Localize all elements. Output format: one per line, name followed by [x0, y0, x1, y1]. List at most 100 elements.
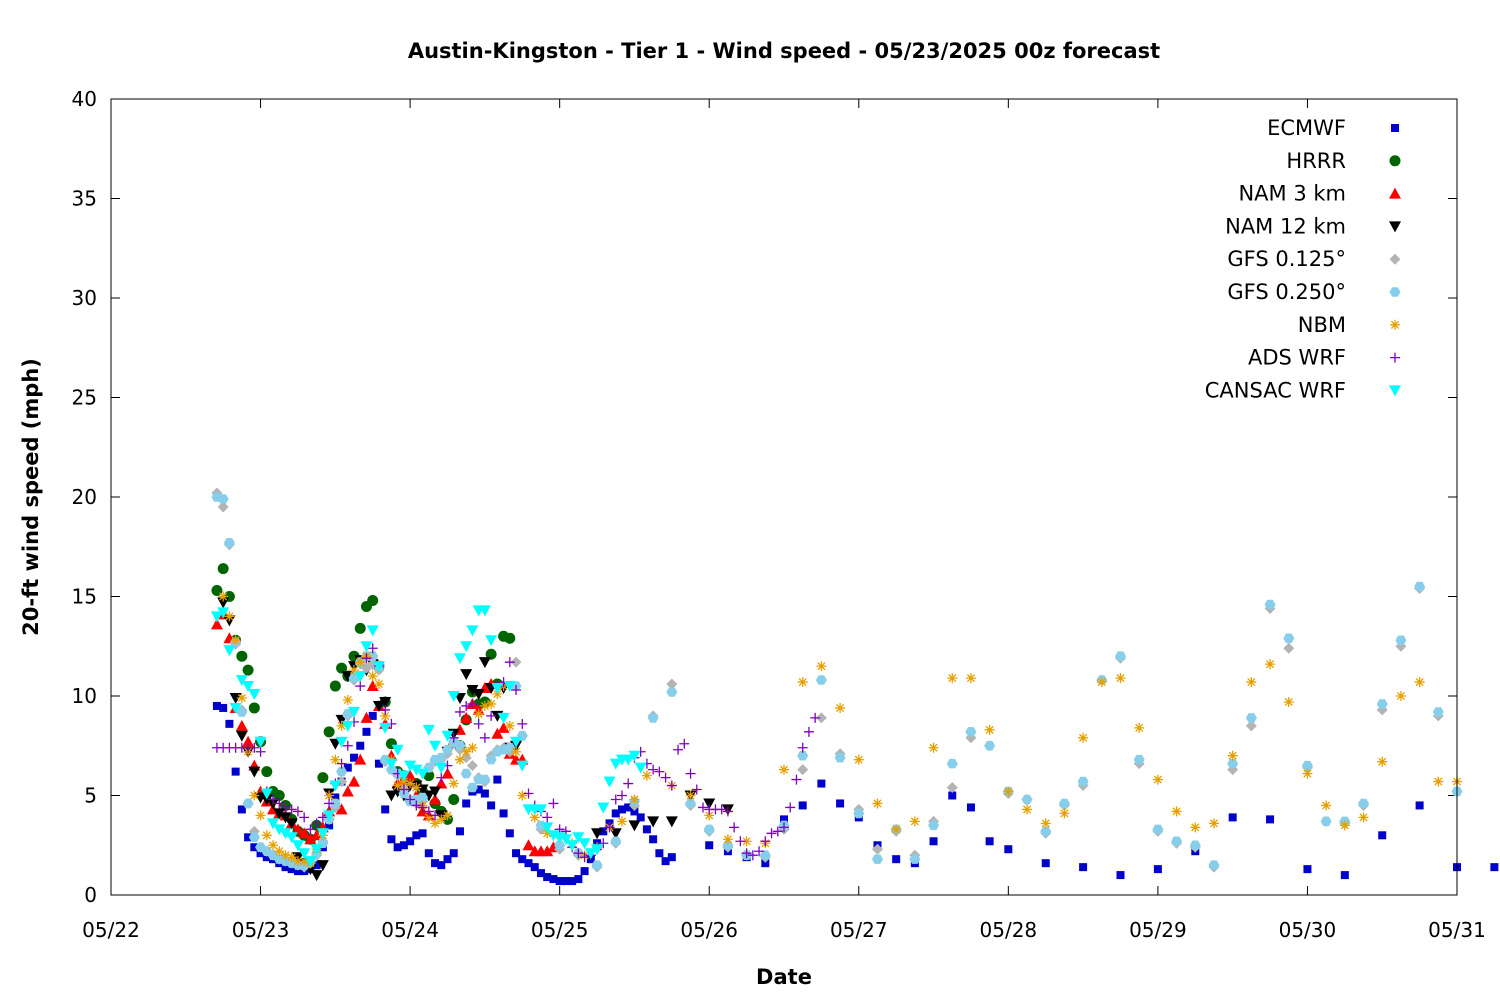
data-point	[436, 772, 447, 783]
data-point	[466, 625, 479, 637]
series-6	[218, 591, 1462, 869]
data-point	[273, 808, 286, 820]
data-point	[616, 790, 627, 801]
data-point	[398, 784, 409, 795]
data-point	[511, 685, 522, 696]
data-point	[1133, 754, 1145, 765]
data-point	[367, 643, 378, 654]
data-point	[393, 843, 402, 852]
data-point	[454, 706, 465, 717]
y-tick-label: 30	[72, 286, 97, 310]
data-point	[435, 762, 448, 774]
data-point	[304, 833, 317, 845]
data-point	[504, 720, 515, 731]
data-point	[217, 494, 229, 504]
data-point	[554, 840, 566, 850]
data-point	[579, 852, 590, 863]
plot-frame	[110, 98, 1458, 896]
data-point	[441, 767, 454, 779]
data-point	[293, 867, 302, 876]
data-point	[430, 818, 441, 829]
data-point	[268, 794, 279, 805]
data-point	[512, 849, 521, 858]
data-point	[466, 782, 478, 793]
data-point	[735, 836, 746, 847]
data-point	[292, 806, 303, 817]
data-point	[891, 824, 902, 835]
data-point	[1433, 776, 1444, 787]
data-point	[248, 689, 261, 701]
data-point	[524, 859, 533, 868]
data-point	[836, 799, 845, 808]
data-point	[285, 832, 298, 844]
data-point	[1490, 863, 1499, 872]
data-point	[466, 685, 479, 697]
data-point	[1208, 860, 1220, 870]
data-point	[291, 823, 304, 835]
data-point	[1377, 756, 1388, 767]
data-point	[1171, 806, 1182, 817]
data-point	[210, 618, 223, 630]
data-point	[928, 742, 939, 753]
data-point	[623, 778, 634, 789]
x-axis-ticks: 05/22 05/23 05/24 05/25 05/26 05/27 05/28 05/29…	[82, 99, 1486, 942]
data-point	[385, 758, 398, 770]
data-point	[217, 607, 230, 619]
data-point	[574, 875, 583, 884]
data-point	[760, 836, 771, 847]
data-point	[411, 800, 422, 811]
data-point	[360, 641, 373, 653]
data-point	[872, 798, 883, 809]
data-point	[273, 824, 286, 836]
data-point	[1301, 760, 1313, 771]
data-point	[517, 790, 528, 801]
data-point	[810, 712, 821, 723]
data-point	[385, 790, 398, 802]
data-point	[242, 681, 255, 693]
data-point	[685, 790, 696, 801]
data-point	[599, 827, 608, 836]
data-point	[279, 812, 292, 824]
data-point	[447, 691, 460, 702]
data-point	[330, 754, 341, 765]
data-point	[460, 711, 473, 723]
data-point	[705, 841, 714, 850]
data-point	[628, 820, 641, 832]
data-point	[348, 673, 360, 683]
data-point	[317, 772, 329, 784]
data-point	[236, 707, 248, 717]
data-point	[704, 810, 715, 821]
data-point	[280, 802, 291, 813]
data-point	[1283, 696, 1294, 707]
data-point	[722, 834, 733, 845]
data-point	[255, 746, 266, 757]
data-point	[323, 810, 336, 822]
data-point	[578, 838, 591, 850]
data-point	[316, 860, 329, 872]
data-point	[354, 671, 367, 683]
data-point	[410, 764, 423, 776]
data-point	[624, 803, 633, 812]
x-tick-label: 05/28	[980, 918, 1038, 942]
data-point	[1376, 699, 1388, 709]
legend-marker	[1389, 187, 1401, 199]
data-point	[630, 807, 639, 816]
legend-label: GFS 0.250°	[1227, 280, 1346, 304]
data-point	[761, 859, 770, 868]
data-point	[493, 775, 502, 784]
data-point	[1321, 800, 1332, 811]
data-point	[610, 794, 621, 805]
data-point	[591, 828, 604, 840]
data-point	[1340, 871, 1349, 880]
data-point	[310, 829, 323, 841]
data-point	[604, 822, 615, 833]
legend-marker	[1389, 287, 1401, 297]
data-point	[455, 827, 464, 836]
series-5	[211, 492, 1463, 870]
data-point	[367, 594, 379, 606]
data-point	[261, 830, 272, 841]
data-point	[517, 718, 528, 729]
data-point	[372, 700, 385, 712]
data-point	[628, 750, 641, 762]
data-point	[622, 754, 635, 766]
